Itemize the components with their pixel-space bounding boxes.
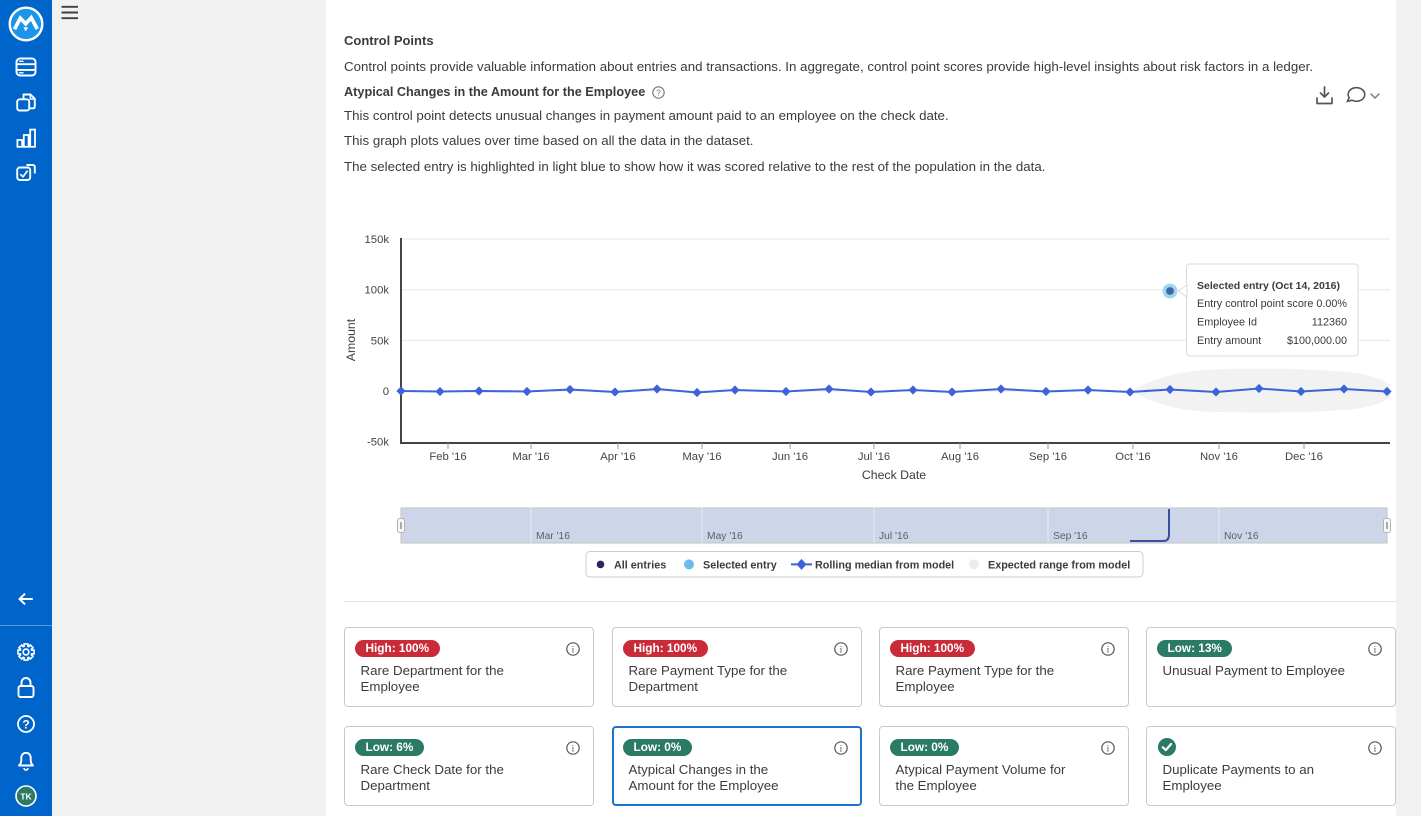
svg-text:Check Date: Check Date bbox=[862, 468, 926, 482]
svg-text:Apr '16: Apr '16 bbox=[600, 451, 635, 463]
svg-text:Expected range from model: Expected range from model bbox=[988, 559, 1130, 571]
svg-text:$100,000.00: $100,000.00 bbox=[1287, 335, 1347, 347]
svg-text:i: i bbox=[840, 645, 843, 655]
svg-text:i: i bbox=[840, 744, 843, 754]
svg-text:Sep '16: Sep '16 bbox=[1053, 531, 1088, 542]
svg-text:Oct '16: Oct '16 bbox=[1115, 451, 1150, 463]
svg-text:Aug '16: Aug '16 bbox=[941, 451, 979, 463]
svg-text:Nov '16: Nov '16 bbox=[1200, 451, 1238, 463]
svg-text:Feb '16: Feb '16 bbox=[429, 451, 466, 463]
svg-text:i: i bbox=[1107, 744, 1110, 754]
svg-text:Sep '16: Sep '16 bbox=[1029, 451, 1067, 463]
svg-text:100k: 100k bbox=[365, 285, 390, 297]
svg-text:0.00%: 0.00% bbox=[1316, 298, 1347, 310]
svg-text:?: ? bbox=[656, 88, 661, 98]
svg-text:All entries: All entries bbox=[614, 559, 666, 571]
svg-text:i: i bbox=[1374, 645, 1377, 655]
svg-text:?: ? bbox=[22, 718, 29, 732]
svg-text:-50k: -50k bbox=[367, 437, 389, 449]
svg-text:0: 0 bbox=[383, 386, 389, 398]
svg-text:112360: 112360 bbox=[1312, 317, 1347, 329]
svg-text:i: i bbox=[572, 744, 575, 754]
svg-text:Jul '16: Jul '16 bbox=[879, 531, 909, 542]
svg-text:i: i bbox=[1107, 645, 1110, 655]
svg-text:Amount: Amount bbox=[344, 318, 358, 361]
svg-text:May '16: May '16 bbox=[682, 451, 721, 463]
svg-text:Employee Id: Employee Id bbox=[1197, 317, 1257, 329]
svg-text:150k: 150k bbox=[365, 234, 390, 246]
svg-text:50k: 50k bbox=[371, 335, 390, 347]
svg-text:TK: TK bbox=[20, 792, 32, 802]
svg-text:i: i bbox=[1374, 744, 1377, 754]
svg-text:Entry control point score: Entry control point score bbox=[1197, 298, 1313, 310]
svg-text:Mar '16: Mar '16 bbox=[512, 451, 549, 463]
svg-text:Mar '16: Mar '16 bbox=[536, 531, 570, 542]
svg-text:Jun '16: Jun '16 bbox=[772, 451, 808, 463]
svg-text:Entry amount: Entry amount bbox=[1197, 335, 1261, 347]
svg-text:Selected entry: Selected entry bbox=[703, 559, 777, 571]
svg-text:Rolling median from model: Rolling median from model bbox=[815, 559, 954, 571]
svg-text:i: i bbox=[572, 645, 575, 655]
svg-text:Selected entry (Oct 14, 2016): Selected entry (Oct 14, 2016) bbox=[1197, 280, 1340, 292]
svg-text:May '16: May '16 bbox=[707, 531, 743, 542]
svg-text:Jul '16: Jul '16 bbox=[858, 451, 890, 463]
svg-text:Nov '16: Nov '16 bbox=[1224, 531, 1259, 542]
svg-text:Dec '16: Dec '16 bbox=[1285, 451, 1323, 463]
